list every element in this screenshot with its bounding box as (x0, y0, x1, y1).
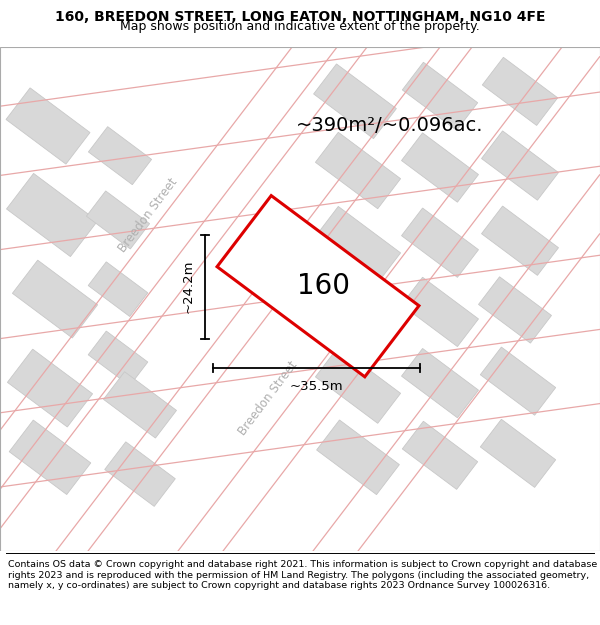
Polygon shape (482, 58, 557, 126)
Polygon shape (401, 278, 478, 347)
Polygon shape (314, 64, 397, 139)
Text: ~390m²/~0.096ac.: ~390m²/~0.096ac. (296, 116, 484, 136)
Polygon shape (316, 206, 401, 283)
Polygon shape (401, 349, 478, 418)
Polygon shape (7, 173, 97, 257)
Polygon shape (88, 331, 148, 386)
Polygon shape (481, 419, 556, 488)
Polygon shape (316, 132, 401, 209)
Polygon shape (217, 196, 419, 377)
Polygon shape (86, 191, 149, 249)
Polygon shape (317, 420, 400, 494)
Polygon shape (482, 206, 559, 276)
Text: Breedon Street: Breedon Street (116, 176, 180, 254)
Text: Contains OS data © Crown copyright and database right 2021. This information is : Contains OS data © Crown copyright and d… (8, 560, 597, 590)
Polygon shape (479, 277, 551, 343)
Polygon shape (104, 372, 176, 438)
Polygon shape (482, 131, 559, 200)
Polygon shape (6, 88, 90, 164)
Polygon shape (403, 421, 478, 489)
Polygon shape (316, 347, 401, 423)
Polygon shape (9, 420, 91, 494)
Text: Map shows position and indicative extent of the property.: Map shows position and indicative extent… (120, 20, 480, 32)
Polygon shape (88, 262, 148, 316)
Text: Breedon Street: Breedon Street (236, 358, 300, 437)
Polygon shape (13, 260, 98, 338)
Text: 160: 160 (296, 272, 349, 300)
Polygon shape (401, 133, 478, 202)
Polygon shape (403, 62, 478, 131)
Text: 160, BREEDON STREET, LONG EATON, NOTTINGHAM, NG10 4FE: 160, BREEDON STREET, LONG EATON, NOTTING… (55, 10, 545, 24)
Polygon shape (481, 347, 556, 415)
Text: ~24.2m: ~24.2m (182, 260, 195, 314)
Polygon shape (316, 276, 401, 352)
Polygon shape (401, 208, 478, 278)
Text: ~35.5m: ~35.5m (290, 380, 343, 393)
Polygon shape (105, 442, 175, 506)
Polygon shape (7, 349, 92, 427)
Polygon shape (88, 127, 152, 184)
